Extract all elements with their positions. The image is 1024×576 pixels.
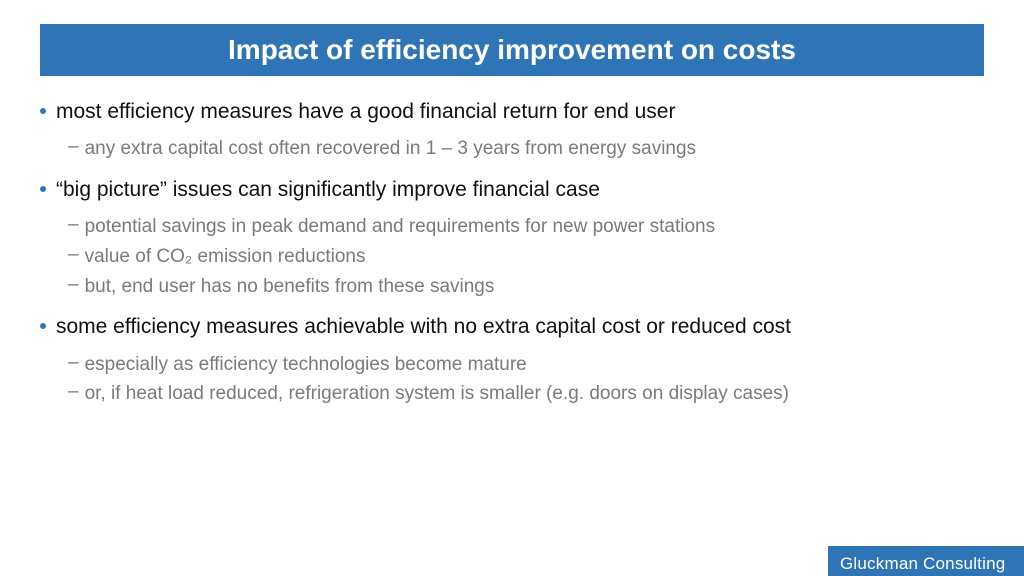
bullet-dot-icon [40, 323, 46, 329]
dash-icon: – [68, 136, 79, 158]
logo-name: Gluckman Consulting [840, 554, 1012, 574]
sub-bullet-text: value of CO₂ emission reductions [85, 244, 366, 270]
sub-bullet-item: – or, if heat load reduced, refrigeratio… [68, 381, 984, 407]
title-bar: Impact of efficiency improvement on cost… [40, 24, 984, 76]
sub-bullet-item: – but, end user has no benefits from the… [68, 274, 984, 300]
dash-icon: – [68, 214, 79, 236]
sub-bullet-text: or, if heat load reduced, refrigeration … [85, 381, 789, 407]
bullet-text: some efficiency measures achievable with… [56, 313, 791, 341]
bullet-dot-icon [40, 186, 46, 192]
slide-content: most efficiency measures have a good fin… [40, 98, 984, 407]
slide-title: Impact of efficiency improvement on cost… [228, 34, 796, 65]
sub-bullet-text: but, end user has no benefits from these… [85, 274, 495, 300]
bullet-item: “big picture” issues can significantly i… [40, 176, 984, 204]
bullet-text: most efficiency measures have a good fin… [56, 98, 675, 126]
company-logo: Gluckman Consulting specialists in refri… [828, 546, 1024, 576]
slide: Impact of efficiency improvement on cost… [0, 24, 1024, 576]
sub-bullet-text: potential savings in peak demand and req… [85, 214, 716, 240]
sub-bullet-group: – potential savings in peak demand and r… [40, 214, 984, 299]
dash-icon: – [68, 274, 79, 296]
sub-bullet-group: – any extra capital cost often recovered… [40, 136, 984, 162]
sub-bullet-group: – especially as efficiency technologies … [40, 352, 984, 407]
bullet-item: some efficiency measures achievable with… [40, 313, 984, 341]
dash-icon: – [68, 381, 79, 403]
sub-bullet-item: – especially as efficiency technologies … [68, 352, 984, 378]
sub-bullet-item: – potential savings in peak demand and r… [68, 214, 984, 240]
sub-bullet-text: especially as efficiency technologies be… [85, 352, 527, 378]
bullet-dot-icon [40, 108, 46, 114]
sub-bullet-item: – value of CO₂ emission reductions [68, 244, 984, 270]
sub-bullet-text: any extra capital cost often recovered i… [85, 136, 696, 162]
sub-bullet-item: – any extra capital cost often recovered… [68, 136, 984, 162]
bullet-text: “big picture” issues can significantly i… [56, 176, 600, 204]
dash-icon: – [68, 352, 79, 374]
bullet-item: most efficiency measures have a good fin… [40, 98, 984, 126]
dash-icon: – [68, 244, 79, 266]
